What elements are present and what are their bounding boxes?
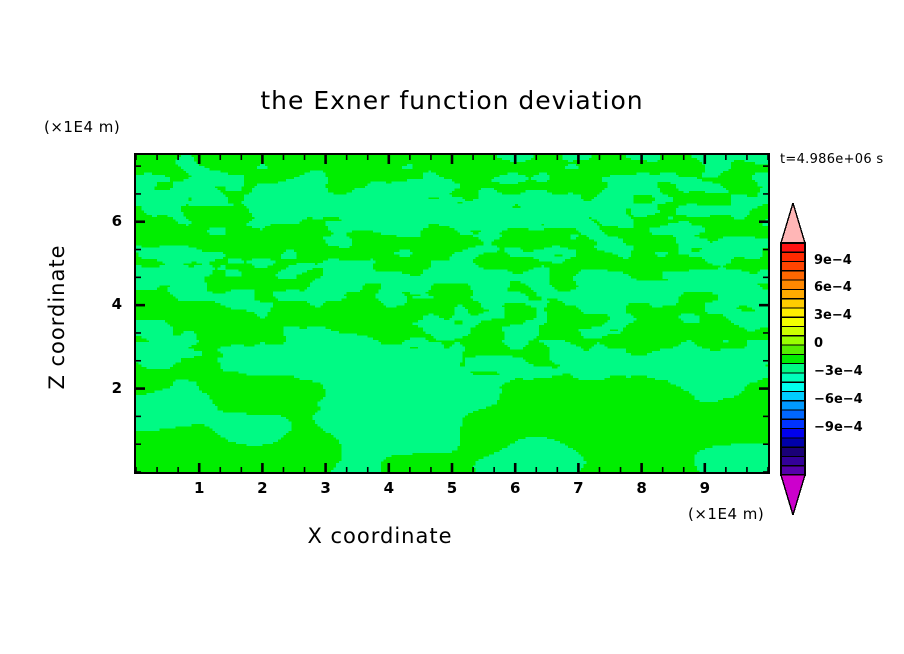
- x-tick-label: 1: [193, 479, 205, 497]
- y-axis-unit-label: (×1E4 m): [44, 118, 121, 136]
- colorbar-tick-label: −3e−4: [814, 363, 863, 379]
- x-tick-label: 4: [383, 479, 395, 497]
- x-tick-label: 7: [573, 479, 584, 497]
- colorbar-svg: [780, 203, 806, 515]
- colorbar-tick-label: −9e−4: [814, 419, 863, 435]
- x-tick-label: 5: [446, 479, 458, 497]
- y-tick-label: 6: [111, 211, 122, 230]
- timestamp-label: t=4.986e+06 s: [780, 152, 884, 167]
- contour-field: [136, 155, 768, 472]
- colorbar-tick-label: 9e−4: [814, 252, 852, 268]
- colorbar-tick-label: −6e−4: [814, 391, 863, 407]
- x-tick-label: 6: [509, 479, 521, 497]
- x-tick-label: 3: [320, 479, 331, 497]
- y-tick-label: 4: [111, 295, 122, 314]
- x-axis-tick-labels: 1 2 3 4 5 6 7 8 9: [0, 479, 904, 501]
- x-tick-label: 9: [699, 479, 711, 497]
- x-tick-label: 2: [257, 479, 268, 497]
- x-axis-title: X coordinate: [307, 524, 453, 548]
- y-tick-label: 2: [111, 378, 122, 397]
- colorbar: [780, 203, 806, 515]
- x-tick-label: 8: [636, 479, 647, 497]
- x-axis-unit-label: (×1E4 m): [688, 505, 765, 523]
- colorbar-tick-label: 0: [814, 336, 824, 352]
- colorbar-tick-label: 3e−4: [814, 308, 852, 324]
- page-title: the Exner function deviation: [260, 86, 644, 115]
- colorbar-tick-label: 6e−4: [814, 280, 852, 296]
- contour-plot-panel: [136, 155, 768, 472]
